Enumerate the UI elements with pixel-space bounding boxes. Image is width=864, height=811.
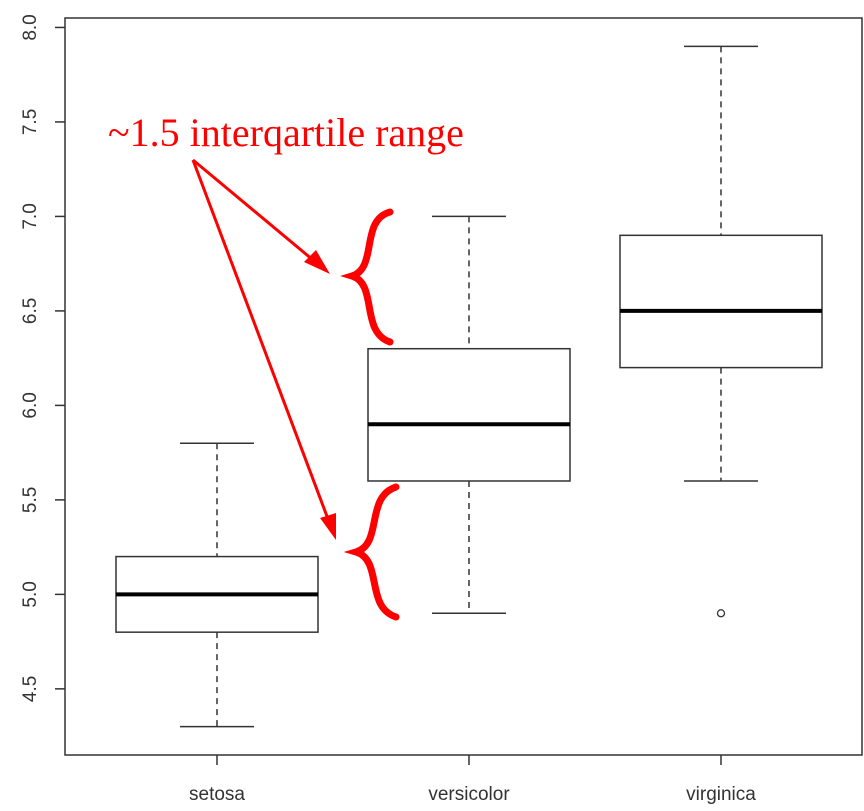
annotation-arrow-lower [191, 159, 336, 536]
plot-frame [64, 17, 863, 756]
brace-lower [343, 483, 400, 621]
y-tick-label: 6.5 [20, 298, 41, 324]
x-category-label: setosa [189, 784, 245, 805]
box-virginica [619, 45, 823, 618]
annotation-text: ~1.5 interqartile range [108, 110, 464, 155]
brace-upper [340, 208, 394, 346]
y-tick-label: 4.5 [20, 676, 41, 702]
y-tick-label: 8.0 [20, 14, 41, 40]
annotation-layer: ~1.5 interqartile range [108, 110, 464, 621]
y-tick-label: 7.5 [20, 109, 41, 135]
x-category-label: virginica [686, 784, 756, 805]
x-axis-labels: setosa versicolor virginica [189, 755, 756, 805]
y-tick-label: 5.0 [20, 581, 41, 607]
boxes-layer [115, 45, 823, 728]
box-versicolor [367, 215, 571, 615]
y-tick-label: 7.0 [20, 203, 41, 229]
iqr-box [619, 234, 823, 369]
y-tick-label: 5.5 [20, 487, 41, 513]
annotation-arrow-upper [192, 158, 326, 272]
x-category-label: versicolor [428, 784, 510, 805]
outlier-point [716, 609, 726, 618]
y-tick-label: 6.0 [20, 392, 41, 418]
y-axis: 4.5 5.0 5.5 6.0 6.5 7.0 7.5 8.0 [20, 14, 65, 702]
iqr-box [367, 347, 571, 482]
annotation-arrowhead-lower [320, 513, 336, 540]
annotation-arrowhead-upper [304, 250, 330, 274]
box-setosa [115, 442, 319, 728]
